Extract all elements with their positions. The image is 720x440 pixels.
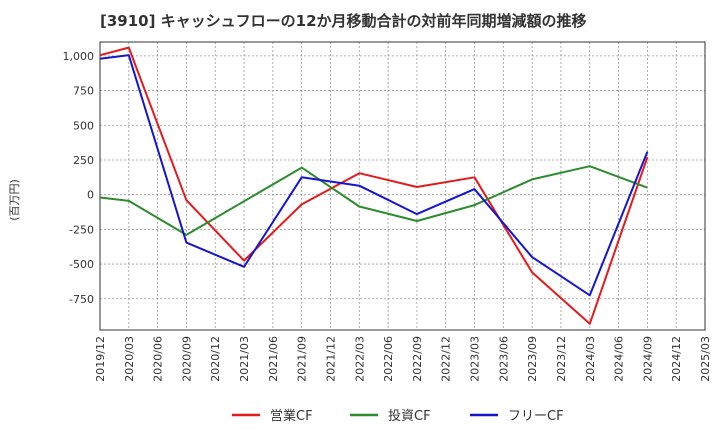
x-tick-label: 2024/12: [670, 336, 683, 382]
x-tick-label: 2021/03: [238, 336, 251, 382]
x-tick-label: 2021/09: [296, 336, 309, 382]
legend: 営業CF 投資CF フリーCF: [232, 408, 564, 424]
series-lines: [99, 46, 649, 325]
x-tick-label: 2025/03: [699, 336, 712, 382]
y-tick-label: -250: [69, 223, 94, 236]
x-tick-label: 2024/06: [613, 336, 626, 382]
series-line-1: [99, 46, 649, 325]
grid-lines: [99, 42, 706, 330]
y-tick-label: 250: [73, 154, 94, 167]
series-line-2: [99, 165, 648, 236]
y-tick-label: 500: [73, 119, 94, 132]
x-tick-label: 2022/12: [440, 336, 453, 382]
legend-label-2: 投資CF: [388, 408, 431, 424]
x-tick-label: 2020/03: [123, 336, 136, 382]
y-tick-labels: -750 -500 -250 0 250 500 750 1,000: [63, 50, 95, 306]
y-tick-label: 1,000: [63, 50, 95, 63]
y-tick-label: 0: [87, 189, 94, 202]
x-tick-label: 2020/12: [209, 336, 222, 382]
x-tick-label: 2023/06: [497, 336, 510, 382]
x-tick-label: 2021/12: [324, 336, 337, 382]
y-tick-label: 750: [73, 85, 94, 98]
y-tick-label: -500: [69, 258, 94, 271]
x-tick-label: 2019/12: [94, 336, 107, 382]
x-tick-labels: 2019/12 2020/03 2020/06 2020/09 2020/12 2021/…: [94, 336, 712, 382]
x-tick-label: 2023/03: [469, 336, 482, 382]
legend-label-1: 営業CF: [270, 408, 313, 424]
x-tick-label: 2021/06: [267, 336, 280, 382]
axes: [99, 41, 706, 331]
x-tick-label: 2023/09: [526, 336, 539, 382]
y-axis-label: (百万円): [8, 179, 21, 221]
series-line-3: [99, 54, 649, 297]
y-tick-label: -750: [69, 293, 94, 306]
x-tick-label: 2022/09: [411, 336, 424, 382]
x-tick-label: 2022/03: [353, 336, 366, 382]
x-tick-label: 2020/06: [152, 336, 165, 382]
x-tick-label: 2023/12: [555, 336, 568, 382]
chart-title: [3910] キャッシュフローの12か月移動合計の対前年同期増減額の推移: [100, 12, 587, 30]
legend-label-3: フリーCF: [508, 409, 564, 424]
x-tick-label: 2024/03: [584, 336, 597, 382]
x-tick-label: 2020/09: [180, 336, 193, 382]
x-tick-label: 2024/09: [641, 336, 654, 382]
plot-frame: [99, 41, 706, 331]
x-tick-label: 2022/06: [382, 336, 395, 382]
